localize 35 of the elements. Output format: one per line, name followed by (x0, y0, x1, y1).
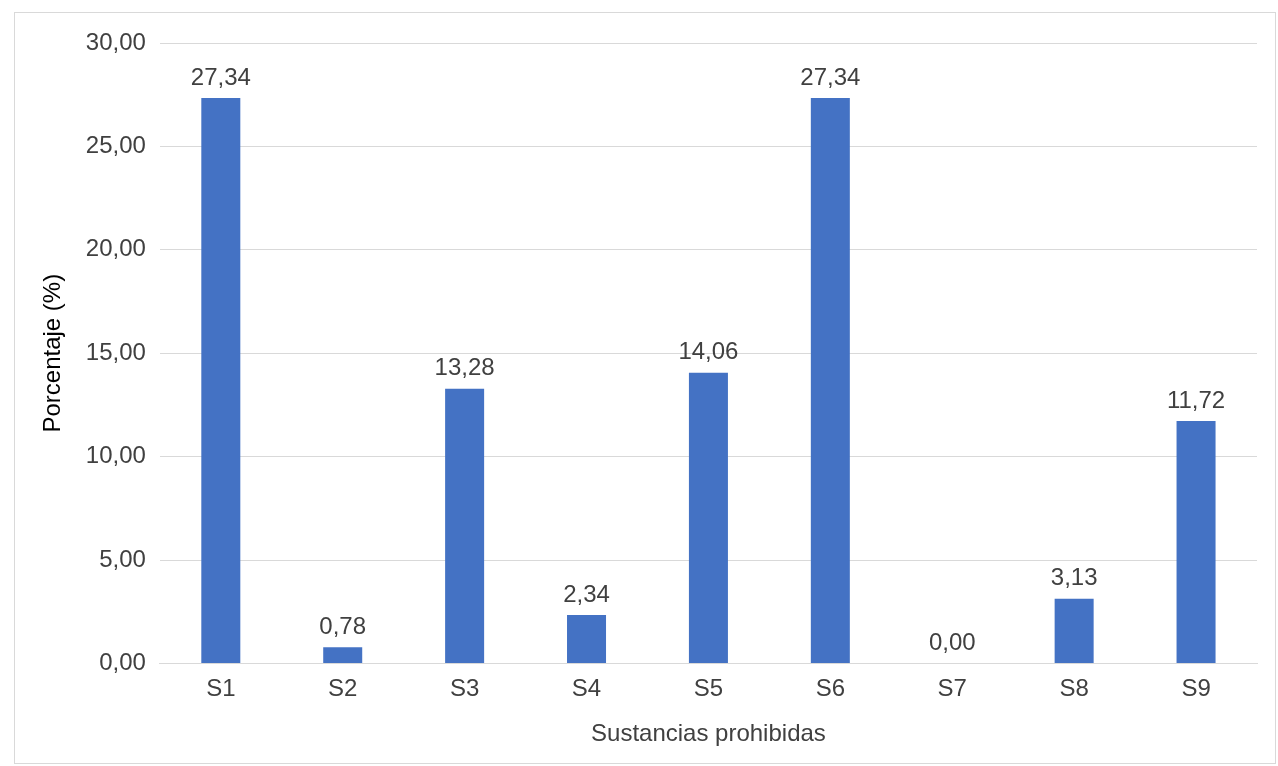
y-tick-label: 15,00 (85, 337, 146, 365)
y-tick-label: 20,00 (85, 234, 146, 262)
data-label: 0,00 (928, 628, 976, 656)
y-tick-label: 25,00 (85, 131, 146, 159)
x-tick-label: S7 (937, 674, 967, 702)
x-tick-label: S8 (1059, 674, 1089, 702)
data-label: 13,28 (434, 353, 495, 381)
bar (1054, 598, 1094, 663)
y-tick-label: 30,00 (85, 27, 146, 55)
data-label: 27,34 (800, 62, 861, 90)
bar (323, 647, 363, 663)
y-axis-title: Porcentaje (%) (38, 273, 66, 433)
x-tick-label: S1 (206, 674, 236, 702)
bar (810, 98, 850, 663)
x-tick-label: S3 (449, 674, 480, 702)
y-tick-label: 5,00 (99, 544, 146, 572)
bar (201, 98, 241, 663)
x-tick-label: S2 (328, 674, 358, 702)
x-axis-title: Sustancias prohibidas (591, 719, 826, 747)
y-tick-label: 0,00 (99, 648, 146, 676)
data-label: 2,34 (563, 579, 610, 607)
bar (445, 388, 485, 663)
data-label: 27,34 (190, 62, 251, 90)
x-tick-label: S5 (693, 674, 724, 702)
bar (567, 615, 607, 663)
bar (688, 372, 728, 663)
data-label: 0,78 (319, 611, 367, 639)
data-label: 11,72 (1166, 385, 1226, 413)
y-tick-label: 10,00 (85, 441, 146, 469)
data-label: 3,13 (1050, 563, 1098, 591)
data-label: 14,06 (678, 337, 739, 365)
x-tick-label: S4 (571, 674, 602, 702)
x-tick-label: S6 (815, 674, 846, 702)
x-tick-label: S9 (1181, 674, 1211, 702)
bar (1176, 421, 1216, 663)
